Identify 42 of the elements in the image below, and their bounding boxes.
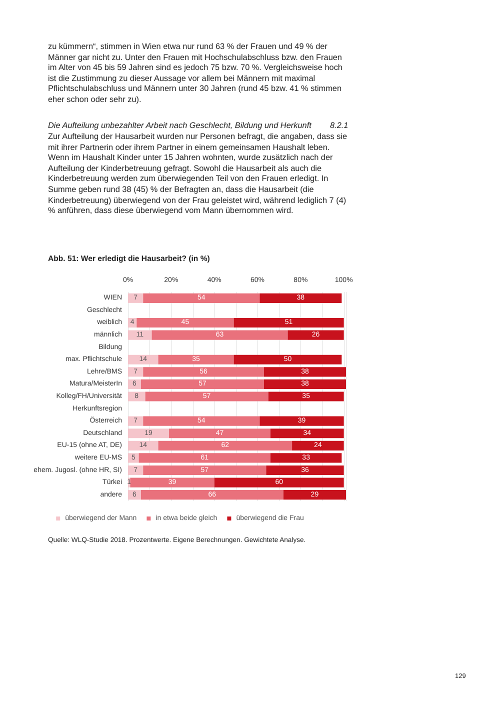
bar: [158, 354, 234, 364]
text: zu kümmern“, stimmen in Wien etwa nur rund 63 % der Frauen und 49 % der Männer gar nicht zu. Unter den Frauen mit Hochschulabschluss bzw. den Frauen im Alter von 45 bis 59 Jahren sind es jedoch 75 bzw. 70 %. Vergleichsweise hoch ist die Zustimmung zu dieser Aussage vor allem bei Männern mit maximal Pflichtschulabschluss und Männern unter 30 Jahren (rund 45 bzw. 41 % stimmen eher schon oder sehr zu).: [48, 42, 344, 106]
bar: [214, 478, 344, 488]
bar: [288, 330, 344, 340]
bar: [234, 354, 342, 364]
bar: [136, 318, 234, 328]
bar: [270, 428, 344, 438]
bar: [264, 379, 346, 389]
text: 8.2.1: [330, 121, 350, 132]
bar: [128, 465, 144, 476]
bar: [143, 416, 260, 426]
text: Die Aufteilung unbezahlter Arbeit nach Geschlecht, Bildung und Herkunft: [48, 121, 312, 130]
bar: [128, 293, 144, 303]
bar: [143, 367, 264, 377]
bar: [264, 367, 346, 377]
bar: [128, 440, 158, 450]
bar: [128, 354, 158, 364]
bar: [145, 392, 268, 402]
bar: [128, 392, 146, 402]
bar: [128, 416, 144, 426]
bar: [128, 330, 152, 340]
bar: [128, 367, 144, 377]
bar: [234, 318, 344, 328]
bar: [128, 428, 170, 438]
bar: [140, 379, 264, 389]
bar: [143, 293, 260, 303]
bar: [140, 490, 284, 500]
text: Zur Aufteilung der Hausarbeit wurden nur Personen befragt, die angaben, dass sie mit ihrer Partnerin oder ihrem Partner in einem gemeinsamen Haushalt leben. Wenn im Haushalt Kinder unter 15 Jahren wohnten, wurde zusätzlich nach der Aufteilung der Kinderbetreuung gefragt. Sowohl die Hausarbeit als auch die Kinderbetreuung werden zum überwiegenden Teil von den Frauen erledigt. In Summe geben rund 38 (45) % der Befragten an, dass die Hausarbeit (die Kinderbetreuung) überwiegend von der Frau geleistet wird, während lediglich 7 (4) % anführen, dass diese überwiegend vom Mann übernommen wird.: [48, 132, 348, 217]
bar: [266, 465, 344, 476]
bar: [130, 478, 214, 488]
bar: [268, 392, 344, 402]
bar: [158, 440, 292, 450]
bar: [270, 453, 342, 463]
bar: [143, 465, 266, 476]
bar: [260, 416, 344, 426]
bar: [152, 330, 288, 340]
bar: [260, 293, 342, 303]
bar: [138, 453, 270, 463]
bar: [128, 453, 139, 463]
bar: [283, 490, 346, 500]
bar: [292, 440, 344, 450]
bar: [169, 428, 270, 438]
